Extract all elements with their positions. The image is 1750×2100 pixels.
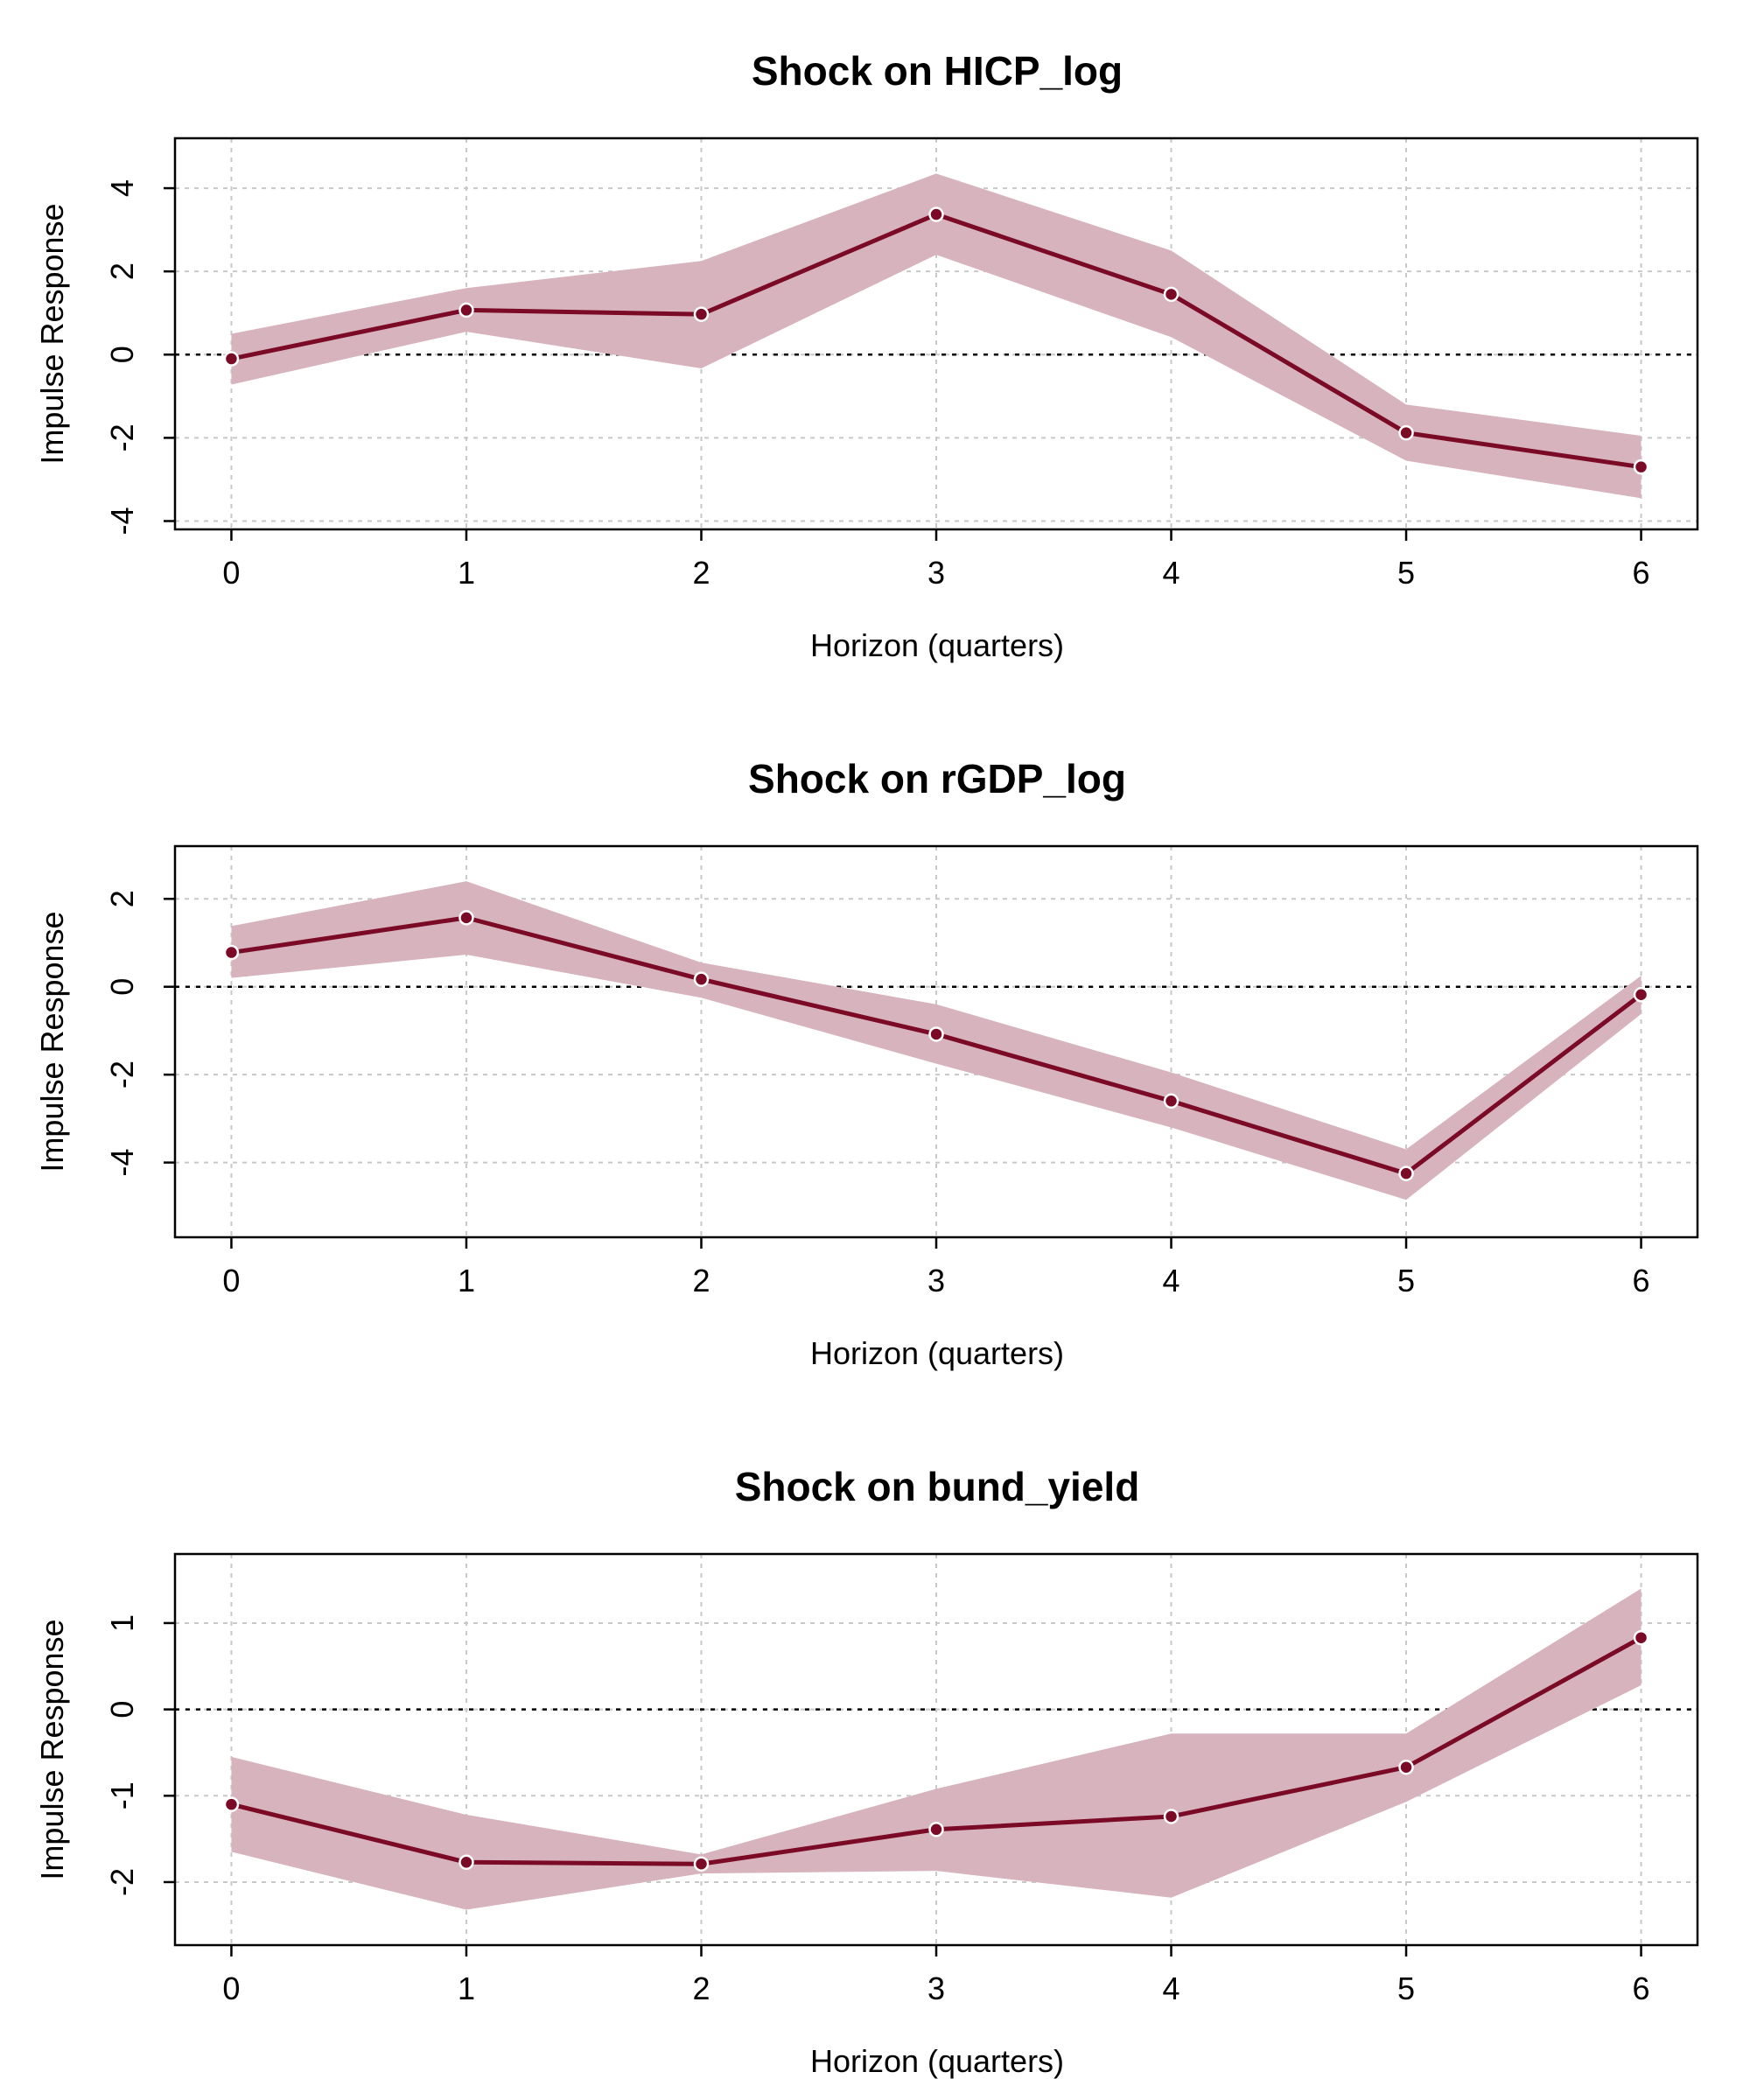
confidence-band [231,173,1642,499]
response-point [458,910,474,926]
y-tick-label: 0 [104,346,140,363]
y-tick-label: 2 [104,890,140,907]
chart-panel-2: Shock on rGDP_log 0 1 2 3 4 5 6 -4 -2 0 2 Horizon (q… [34,756,1699,1371]
y-tick-label: -2 [104,1060,140,1088]
response-point [1633,1629,1649,1646]
y-tick-label: 2 [104,262,140,280]
x-tick-label: 4 [1163,1970,1180,2006]
x-tick-label: 1 [458,1263,475,1298]
y-tick-label: -2 [104,1868,140,1896]
response-point [1163,1093,1180,1110]
x-tick-label: 0 [222,1970,240,2006]
x-tick-label: 3 [928,555,945,591]
response-point [693,971,710,987]
x-tick-label: 6 [1633,555,1650,591]
x-tick-label: 4 [1163,1263,1180,1298]
x-axis-title: Horizon (quarters) [810,1335,1064,1371]
response-point [1633,458,1649,475]
x-tick-label: 1 [458,555,475,591]
x-tick-label: 3 [928,1263,945,1298]
response-point [1398,1166,1414,1181]
chart-title: Shock on HICP_log [752,48,1123,94]
y-tick-label: 0 [104,1701,140,1718]
response-point [458,302,474,318]
y-axis-title: Impulse Response [34,911,70,1172]
y-axis-title: Impulse Response [34,1619,70,1880]
x-tick-label: 1 [458,1970,475,2006]
confidence-band [231,1588,1642,1910]
response-point [928,206,944,222]
response-point [458,1854,474,1871]
response-point [693,306,710,322]
response-point [1163,286,1180,303]
x-tick-label: 2 [692,1970,710,2006]
response-point [223,944,240,961]
response-point [693,1856,710,1872]
y-axis-title: Impulse Response [34,203,70,464]
y-tick-label: -1 [104,1782,140,1810]
response-point [223,351,240,367]
x-tick-label: 4 [1163,555,1180,591]
y-tick-label: -4 [104,507,140,535]
y-tick-label: -4 [104,1149,140,1177]
x-tick-label: 2 [692,1263,710,1298]
y-tick-label: 0 [104,978,140,996]
x-tick-label: 0 [222,555,240,591]
x-tick-label: 3 [928,1970,945,2006]
response-point [1163,1809,1180,1824]
x-axis-title: Horizon (quarters) [810,2043,1064,2079]
x-tick-label: 5 [1397,1263,1415,1298]
x-tick-label: 5 [1397,1970,1415,2006]
response-point [1633,987,1649,1003]
chart-panel-3: Shock on bund_yield 0 1 2 3 4 5 6 -2 -1 0 1 Horizon … [34,1464,1699,2079]
x-tick-label: 2 [692,555,710,591]
response-point [223,1796,240,1812]
x-tick-label: 0 [222,1263,240,1298]
response-point [928,1822,944,1838]
x-tick-label: 6 [1633,1263,1650,1298]
chart-title: Shock on rGDP_log [748,756,1126,802]
y-tick-label: -2 [104,424,140,452]
chart-title: Shock on bund_yield [735,1464,1140,1509]
response-point [928,1026,944,1042]
x-axis-title: Horizon (quarters) [810,627,1064,663]
x-tick-label: 5 [1397,555,1415,591]
response-point [1398,1759,1414,1775]
y-tick-label: 1 [104,1614,140,1632]
response-point [1398,424,1414,441]
x-tick-label: 6 [1633,1970,1650,2006]
chart-panel-1: Shock on HICP_log 0 1 2 3 4 5 6 -4 -2 0 2 4 Horizon (… [34,48,1699,663]
y-tick-label: 4 [104,179,140,197]
